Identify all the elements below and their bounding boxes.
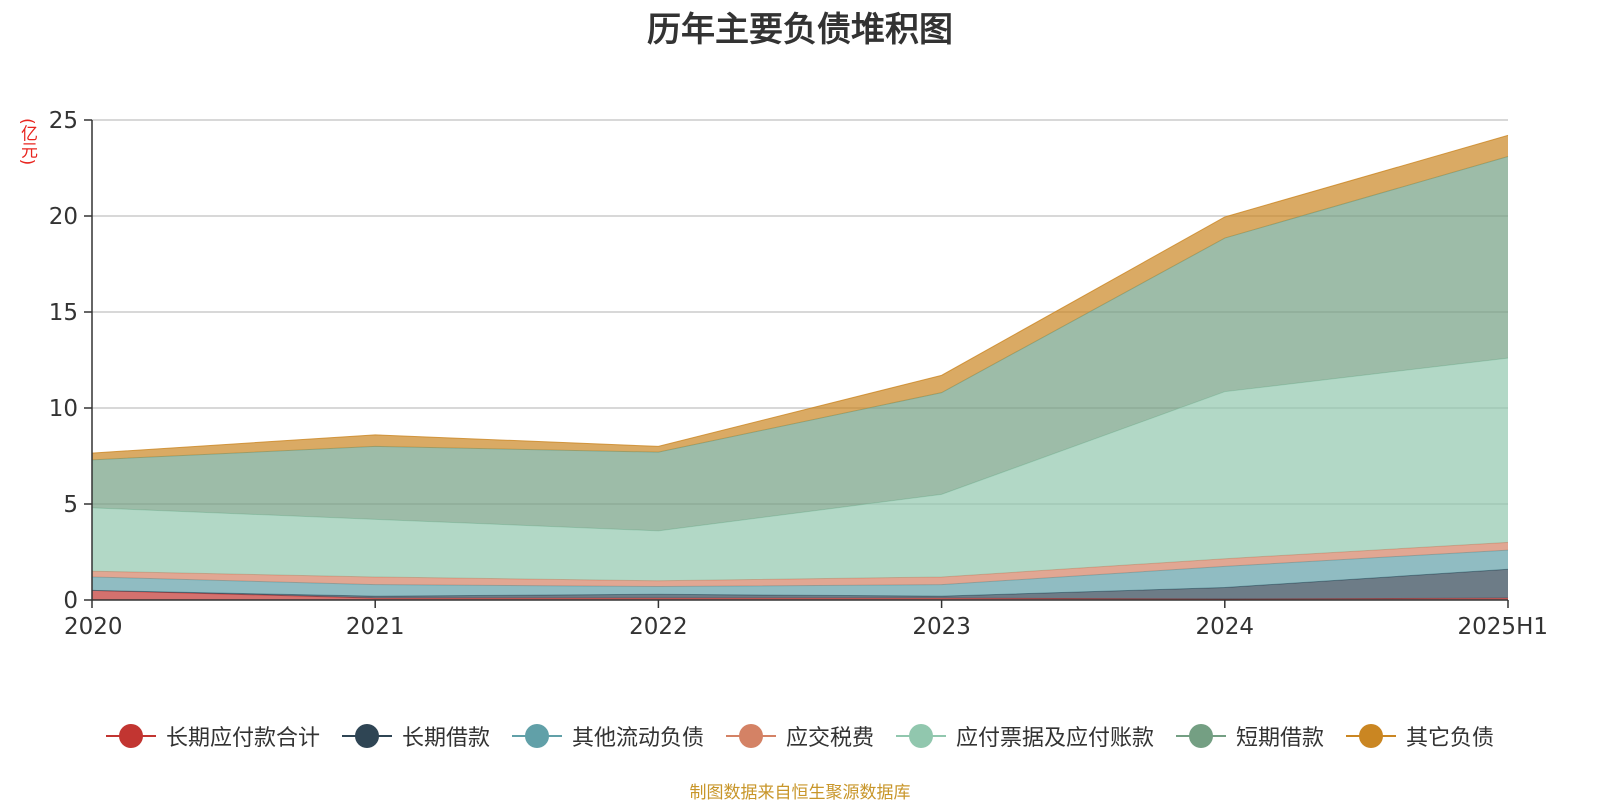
area-series-2 <box>92 550 1508 597</box>
area-series-3 <box>92 542 1508 587</box>
x-tick-label-5: 2025H1 <box>1458 614 1548 640</box>
x-tick-label-1: 2021 <box>346 614 405 640</box>
y-tick-label-0: 0 <box>63 588 78 614</box>
area-series-1 <box>92 569 1508 600</box>
area-series-4 <box>92 358 1508 581</box>
legend-swatch-icon <box>511 724 562 748</box>
legend-item-5[interactable]: 短期借款 <box>1176 720 1324 752</box>
legend-label: 其他流动负债 <box>571 726 704 751</box>
area-series-5 <box>92 156 1508 531</box>
y-axis-unit-label: (亿元) <box>17 118 37 166</box>
legend-swatch-icon <box>1176 724 1227 748</box>
y-tick-label-5: 25 <box>49 108 78 134</box>
stacked-area-chart: 0 5 10 15 20 25 2020 2021 2022 2023 2024 2025H1 <box>49 108 1548 640</box>
legend-swatch-icon <box>1346 724 1397 748</box>
y-tick-label-4: 20 <box>49 204 78 230</box>
area-edge-6 <box>91 134 1509 454</box>
legend-swatch-icon <box>725 724 776 748</box>
legend-swatch-icon <box>105 724 156 748</box>
y-tick-label-2: 10 <box>49 396 78 422</box>
x-tick-label-4: 2024 <box>1196 614 1255 640</box>
legend-label: 短期借款 <box>1236 726 1325 751</box>
legend-label: 应付票据及应付账款 <box>956 726 1155 751</box>
legend-label: 其它负债 <box>1406 726 1495 751</box>
area-layer <box>91 134 1509 600</box>
legend-label: 长期应付款合计 <box>165 726 320 751</box>
legend: 长期应付款合计 长期借款 其他流动负债 应交税费 应付票据及应付账款 短期借款 其它负债 <box>0 720 1600 752</box>
legend-item-0[interactable]: 长期应付款合计 <box>105 720 320 752</box>
x-tick-label-2: 2022 <box>629 614 688 640</box>
legend-label: 长期借款 <box>401 726 490 751</box>
legend-item-1[interactable]: 长期借款 <box>341 720 490 752</box>
legend-label: 应交税费 <box>785 726 874 751</box>
legend-item-2[interactable]: 其他流动负债 <box>511 720 704 752</box>
legend-item-3[interactable]: 应交税费 <box>725 720 874 752</box>
legend-swatch-icon <box>896 724 946 748</box>
y-tick-label-1: 5 <box>63 492 78 518</box>
source-note: 制图数据来自恒生聚源数据库 <box>689 783 911 803</box>
y-tick-label-3: 15 <box>49 300 78 326</box>
legend-swatch-icon <box>341 724 392 748</box>
legend-item-6[interactable]: 其它负债 <box>1346 720 1494 752</box>
x-tick-label-0: 2020 <box>64 614 123 640</box>
axes: 0 5 10 15 20 25 2020 2021 2022 2023 2024 2025H1 <box>49 108 1548 640</box>
legend-item-4[interactable]: 应付票据及应付账款 <box>896 720 1154 752</box>
x-tick-label-3: 2023 <box>912 614 971 640</box>
chart-title: 历年主要负债堆积图 <box>647 10 953 50</box>
